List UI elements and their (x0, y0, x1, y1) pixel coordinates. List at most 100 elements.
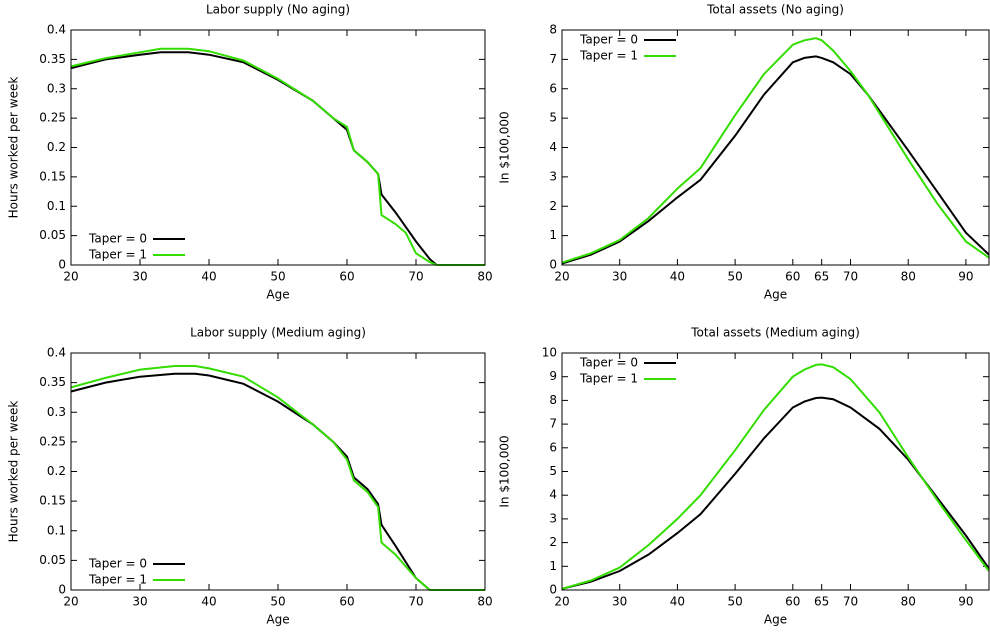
y-tick-label: 8 (549, 393, 557, 407)
x-tick-label: 40 (201, 595, 216, 609)
y-tick-label: 0 (58, 583, 66, 597)
x-tick-label: 30 (612, 270, 627, 284)
y-tick-label: 5 (549, 464, 557, 478)
series-line (70, 365, 485, 591)
y-tick-label: 0.3 (47, 405, 66, 419)
x-tick-label: 70 (843, 595, 858, 609)
series-line (561, 55, 990, 265)
y-tick-label: 0.25 (39, 111, 66, 125)
y-tick-label: 8 (549, 23, 557, 37)
y-tick-label: 0.4 (47, 346, 66, 360)
series-line (561, 363, 990, 590)
plot-frame (561, 352, 990, 591)
y-tick-label: 9 (549, 369, 557, 383)
y-axis-label: In $100,000 (498, 435, 512, 507)
x-tick-label: 80 (901, 595, 916, 609)
y-tick-label: 0.1 (47, 199, 66, 213)
x-tick-label: 60 (785, 595, 800, 609)
x-tick-label: 90 (958, 270, 973, 284)
x-tick-label: 70 (408, 595, 423, 609)
y-tick-label: 5 (549, 111, 557, 125)
x-tick-label: 80 (901, 270, 916, 284)
y-tick-label: 7 (549, 52, 557, 66)
y-tick-label: 6 (549, 440, 557, 454)
y-tick-label: 0.3 (47, 81, 66, 95)
x-tick-label: 80 (477, 595, 492, 609)
x-tick-label: 90 (958, 595, 973, 609)
y-tick-label: 0 (549, 258, 557, 272)
y-tick-label: 0.05 (39, 553, 66, 567)
y-tick-label: 0.25 (39, 434, 66, 448)
x-axis-label: Age (764, 288, 787, 302)
y-tick-label: 0.4 (47, 23, 66, 37)
y-tick-label: 0.05 (39, 228, 66, 242)
x-tick-label: 50 (727, 595, 742, 609)
plot-frame (561, 29, 990, 266)
y-tick-label: 1 (549, 228, 557, 242)
legend-label: Taper = 0 (88, 557, 147, 571)
x-tick-label: 80 (477, 270, 492, 284)
series-line (70, 47, 485, 266)
x-tick-label: 20 (63, 270, 78, 284)
x-tick-label: 20 (554, 595, 569, 609)
plot-frame (70, 352, 486, 591)
y-tick-label: 0.2 (47, 464, 66, 478)
y-tick-label: 0 (549, 583, 557, 597)
y-tick-label: 4 (549, 488, 557, 502)
x-tick-label: 40 (201, 270, 216, 284)
series-line (561, 396, 990, 590)
x-axis-label: Age (266, 613, 289, 627)
y-tick-label: 0.2 (47, 140, 66, 154)
x-axis-label: Age (266, 288, 289, 302)
x-tick-label: 50 (270, 595, 285, 609)
y-tick-label: 3 (549, 511, 557, 525)
chart-title: Labor supply (No aging) (206, 3, 350, 17)
x-tick-label: 60 (785, 270, 800, 284)
y-tick-label: 7 (549, 417, 557, 431)
legend-label: Taper = 1 (88, 248, 147, 262)
y-tick-label: 0.15 (39, 169, 66, 183)
x-tick-label: 40 (670, 595, 685, 609)
x-tick-label: 30 (132, 595, 147, 609)
chart-title: Labor supply (Medium aging) (190, 326, 366, 340)
x-tick-label: 20 (554, 270, 569, 284)
legend-label: Taper = 1 (579, 49, 638, 63)
y-axis-label: Hours worked per week (7, 401, 21, 543)
x-tick-label: 30 (612, 595, 627, 609)
x-tick-label: 60 (339, 270, 354, 284)
y-tick-label: 2 (549, 535, 557, 549)
y-axis-label: In $100,000 (498, 111, 512, 183)
y-tick-label: 0.35 (39, 375, 66, 389)
legend-label: Taper = 0 (88, 232, 147, 246)
y-tick-label: 0 (58, 258, 66, 272)
x-tick-label: 70 (843, 270, 858, 284)
y-tick-label: 0.15 (39, 494, 66, 508)
y-tick-label: 4 (549, 140, 557, 154)
x-tick-label: 30 (132, 270, 147, 284)
y-tick-label: 1 (549, 559, 557, 573)
y-tick-label: 2 (549, 199, 557, 213)
x-tick-label: 40 (670, 270, 685, 284)
legend-label: Taper = 1 (579, 372, 638, 386)
series-line (561, 37, 990, 264)
x-tick-label: 20 (63, 595, 78, 609)
y-tick-label: 3 (549, 169, 557, 183)
x-axis-label: Age (764, 613, 787, 627)
y-tick-label: 0.1 (47, 523, 66, 537)
x-tick-label: 65 (814, 595, 829, 609)
chart-title: Total assets (No aging) (706, 3, 844, 17)
legend-label: Taper = 0 (579, 356, 638, 370)
legend-label: Taper = 1 (88, 573, 147, 587)
x-tick-label: 50 (270, 270, 285, 284)
y-axis-label: Hours worked per week (7, 77, 21, 219)
legend-label: Taper = 0 (579, 33, 638, 47)
plot-frame (70, 29, 486, 266)
chart-title: Total assets (Medium aging) (690, 326, 860, 340)
x-tick-label: 70 (408, 270, 423, 284)
y-tick-label: 10 (542, 346, 557, 360)
x-tick-label: 65 (814, 270, 829, 284)
x-tick-label: 60 (339, 595, 354, 609)
y-tick-label: 6 (549, 81, 557, 95)
y-tick-label: 0.35 (39, 52, 66, 66)
